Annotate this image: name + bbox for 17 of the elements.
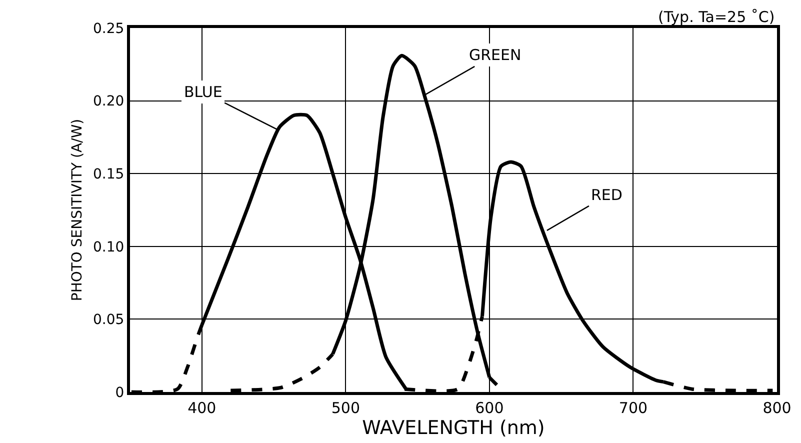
x-tick-label: 400 (188, 399, 216, 417)
x-tick-label: 600 (475, 399, 504, 417)
x-tick-label: 800 (762, 399, 792, 417)
annotation: GREEN (469, 46, 522, 64)
y-tick-label: 0 (115, 384, 124, 401)
annotation: RED (591, 186, 622, 204)
y-tick-label: 0.05 (93, 312, 124, 328)
y-tick-label: 0.20 (93, 94, 124, 110)
y-tick-label: 0.10 (93, 239, 124, 256)
y-tick-label: 0.15 (93, 166, 124, 182)
y-axis-title: PHOTO SENSITIVITY (A/W) (70, 118, 86, 302)
x-tick-label: 700 (618, 399, 648, 417)
x-tick-label: 500 (331, 399, 360, 417)
annotation: BLUE (184, 83, 222, 101)
y-tick-label: 0.25 (93, 20, 124, 37)
text: (Typ. Ta=25 ˚C) (658, 8, 775, 26)
x-axis-title: WAVELENGTH (nm) (362, 417, 545, 439)
